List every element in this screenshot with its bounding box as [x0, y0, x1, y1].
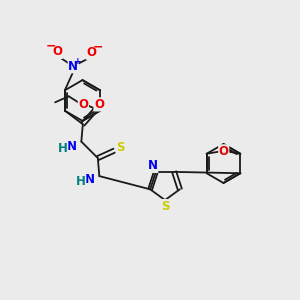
- Text: S: S: [116, 141, 124, 154]
- Text: O: O: [94, 98, 104, 111]
- Text: −: −: [93, 41, 103, 54]
- Text: −: −: [46, 39, 57, 52]
- Text: +: +: [74, 57, 82, 66]
- Text: O: O: [52, 45, 62, 58]
- Text: N: N: [67, 140, 77, 153]
- Text: O: O: [78, 98, 88, 111]
- Text: H: H: [76, 175, 86, 188]
- Text: N: N: [148, 159, 158, 172]
- Text: H: H: [58, 142, 68, 155]
- Text: N: N: [68, 60, 78, 73]
- Text: O: O: [219, 145, 229, 158]
- Text: O: O: [86, 46, 96, 59]
- Text: S: S: [161, 200, 169, 213]
- Text: N: N: [85, 173, 95, 186]
